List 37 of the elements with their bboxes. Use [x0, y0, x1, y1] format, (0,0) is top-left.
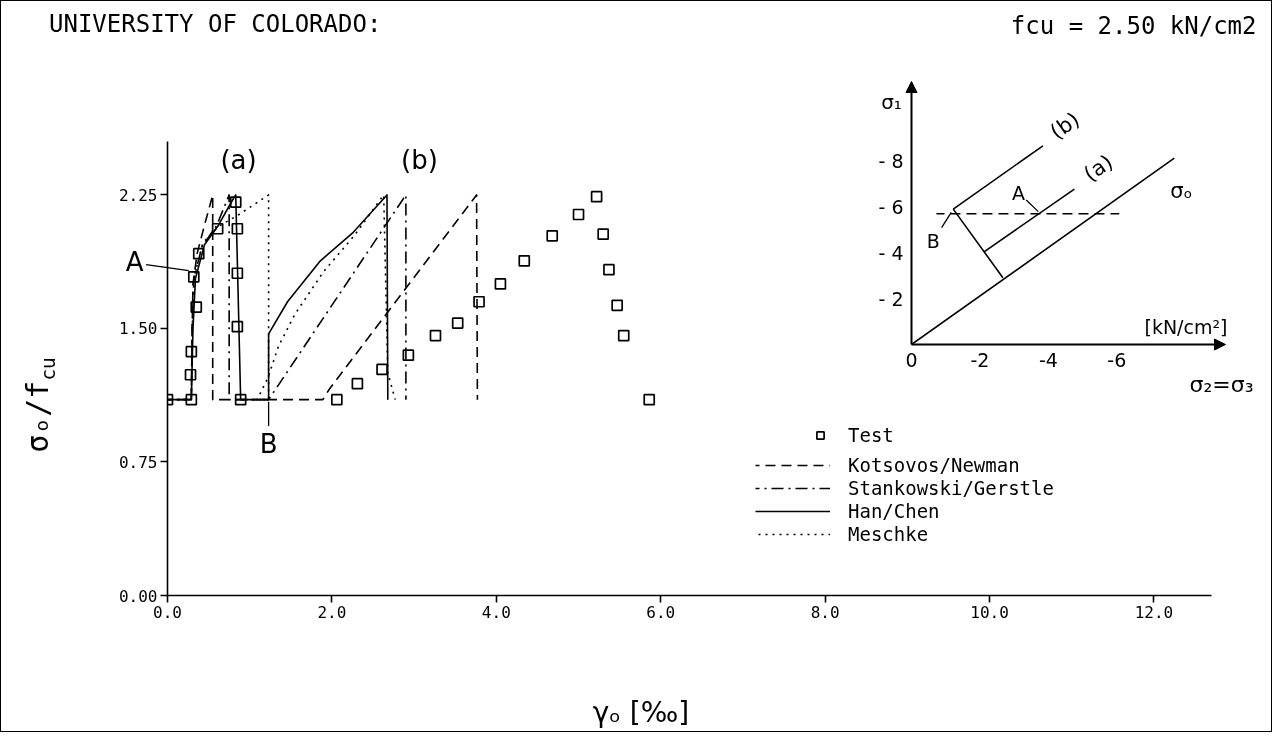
x-axis-title: γₒ [‰] [592, 695, 690, 730]
x-tick-label: 10.0 [970, 602, 1009, 622]
x-tick-label: 4.0 [481, 602, 511, 622]
text: (a) [1079, 149, 1118, 187]
y-axis-title: σ₁ [881, 89, 902, 114]
legend-label: Han/Chen [848, 500, 940, 522]
y-tick-label: 2.25 [118, 185, 158, 205]
annotation: A [1012, 181, 1026, 204]
annotation: A [125, 247, 144, 278]
x-axis-title: σ₂=σ₃ [1189, 372, 1254, 397]
x-tick-label: -2 [970, 348, 990, 371]
x-tick-label: -4 [1038, 348, 1058, 371]
x-tick-label: 12.0 [1134, 602, 1174, 622]
annotation: (b) [401, 144, 438, 175]
x-tick-label: -6 [1107, 348, 1127, 371]
x-tick-label: 2.0 [317, 602, 347, 622]
annotation: B [926, 230, 940, 253]
y-tick-label: - 2 [878, 287, 904, 310]
series-label: σₒ [1170, 179, 1193, 204]
legend-label: Test [848, 424, 894, 446]
y-tick-label: - 8 [878, 149, 904, 172]
x-tick-label: 0 [905, 348, 918, 371]
annotation: (a) [220, 144, 257, 175]
y-tick-label: - 6 [878, 195, 904, 218]
chart-title: UNIVERSITY OF COLORADO: [49, 10, 382, 39]
y-tick-label: 0.75 [118, 452, 158, 472]
x-tick-label: 6.0 [646, 602, 676, 622]
annotation: [kN/cm²] [1144, 315, 1228, 338]
annotation: B [259, 428, 278, 459]
x-tick-label: 8.0 [810, 602, 840, 622]
text: (b) [1045, 107, 1084, 145]
legend-label: Stankowski/Gerstle [848, 477, 1054, 499]
legend-label: Kotsovos/Newman [848, 454, 1020, 476]
y-tick-label: - 4 [878, 241, 904, 264]
y-tick-label: 1.50 [118, 319, 158, 339]
legend-label: Meschke [848, 523, 929, 545]
chart-subtitle: fcu = 2.50 kN/cm2 [1010, 11, 1257, 40]
